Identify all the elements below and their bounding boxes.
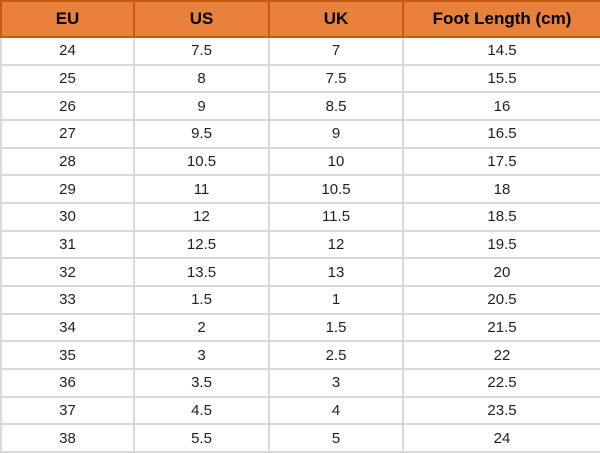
- table-cell: 3: [268, 367, 404, 398]
- table-cell: 1.5: [268, 312, 404, 343]
- table-row: 38 5.5 5 24: [0, 423, 600, 453]
- table-cell: 2.5: [268, 340, 404, 370]
- table-row: 29 11 10.5 18: [0, 174, 600, 204]
- table-cell: 1: [268, 284, 404, 315]
- column-header-foot-length: Foot Length (cm): [402, 0, 600, 38]
- table-cell: 38: [0, 423, 135, 453]
- table-cell: 14.5: [402, 36, 600, 66]
- table-cell: 18: [402, 174, 600, 204]
- table-cell: 27: [0, 118, 135, 149]
- table-cell: 3.5: [133, 367, 270, 398]
- table-cell: 9.5: [133, 118, 270, 149]
- table-cell: 10.5: [268, 174, 404, 204]
- table-row: 24 7.5 7 14.5: [0, 36, 600, 66]
- table-row: 26 9 8.5 16: [0, 91, 600, 121]
- table-header-row: EU US UK Foot Length (cm): [0, 0, 600, 38]
- column-header-us: US: [133, 0, 270, 38]
- table-body: 24 7.5 7 14.5 25 8 7.5 15.5 26 9 8.5 16 27 9.5 9 16.5 28…: [0, 36, 600, 453]
- table-cell: 5: [268, 423, 404, 453]
- table-cell: 23.5: [402, 395, 600, 426]
- table-cell: 37: [0, 395, 135, 426]
- table-cell: 5.5: [133, 423, 270, 453]
- table-row: 33 1.5 1 20.5: [0, 284, 600, 315]
- table-cell: 26: [0, 91, 135, 121]
- table-cell: 33: [0, 284, 135, 315]
- table-cell: 30: [0, 201, 135, 232]
- table-cell: 24: [402, 423, 600, 453]
- table-cell: 13.5: [133, 257, 270, 287]
- table-cell: 12.5: [133, 229, 270, 260]
- table-row: 36 3.5 3 22.5: [0, 367, 600, 398]
- table-cell: 19.5: [402, 229, 600, 260]
- table-cell: 1.5: [133, 284, 270, 315]
- table-cell: 36: [0, 367, 135, 398]
- table-cell: 7: [268, 36, 404, 66]
- table-cell: 20: [402, 257, 600, 287]
- table-row: 32 13.5 13 20: [0, 257, 600, 287]
- table-row: 27 9.5 9 16.5: [0, 118, 600, 149]
- table-cell: 20.5: [402, 284, 600, 315]
- table-cell: 8: [133, 63, 270, 94]
- table-cell: 35: [0, 340, 135, 370]
- table-row: 31 12.5 12 19.5: [0, 229, 600, 260]
- table-cell: 10: [268, 146, 404, 177]
- table-row: 30 12 11.5 18.5: [0, 201, 600, 232]
- table-cell: 31: [0, 229, 135, 260]
- table-cell: 32: [0, 257, 135, 287]
- table-cell: 10.5: [133, 146, 270, 177]
- table-cell: 25: [0, 63, 135, 94]
- table-row: 37 4.5 4 23.5: [0, 395, 600, 426]
- table-cell: 22: [402, 340, 600, 370]
- table-header: EU US UK Foot Length (cm): [0, 0, 600, 38]
- table-cell: 12: [268, 229, 404, 260]
- table-cell: 15.5: [402, 63, 600, 94]
- table-row: 35 3 2.5 22: [0, 340, 600, 370]
- table-row: 28 10.5 10 17.5: [0, 146, 600, 177]
- table-cell: 9: [268, 118, 404, 149]
- table-cell: 34: [0, 312, 135, 343]
- table-cell: 16: [402, 91, 600, 121]
- table-cell: 4.5: [133, 395, 270, 426]
- table-cell: 4: [268, 395, 404, 426]
- table-cell: 13: [268, 257, 404, 287]
- table-row: 25 8 7.5 15.5: [0, 63, 600, 94]
- table-cell: 22.5: [402, 367, 600, 398]
- table-cell: 16.5: [402, 118, 600, 149]
- table-cell: 3: [133, 340, 270, 370]
- table-cell: 11: [133, 174, 270, 204]
- table-cell: 11.5: [268, 201, 404, 232]
- column-header-uk: UK: [268, 0, 404, 38]
- table-cell: 9: [133, 91, 270, 121]
- table-cell: 24: [0, 36, 135, 66]
- table-cell: 7.5: [133, 36, 270, 66]
- table-cell: 12: [133, 201, 270, 232]
- table-cell: 28: [0, 146, 135, 177]
- table-cell: 7.5: [268, 63, 404, 94]
- table-cell: 2: [133, 312, 270, 343]
- table-cell: 8.5: [268, 91, 404, 121]
- table-cell: 17.5: [402, 146, 600, 177]
- table-cell: 18.5: [402, 201, 600, 232]
- column-header-eu: EU: [0, 0, 135, 38]
- table-row: 34 2 1.5 21.5: [0, 312, 600, 343]
- table-cell: 21.5: [402, 312, 600, 343]
- table-cell: 29: [0, 174, 135, 204]
